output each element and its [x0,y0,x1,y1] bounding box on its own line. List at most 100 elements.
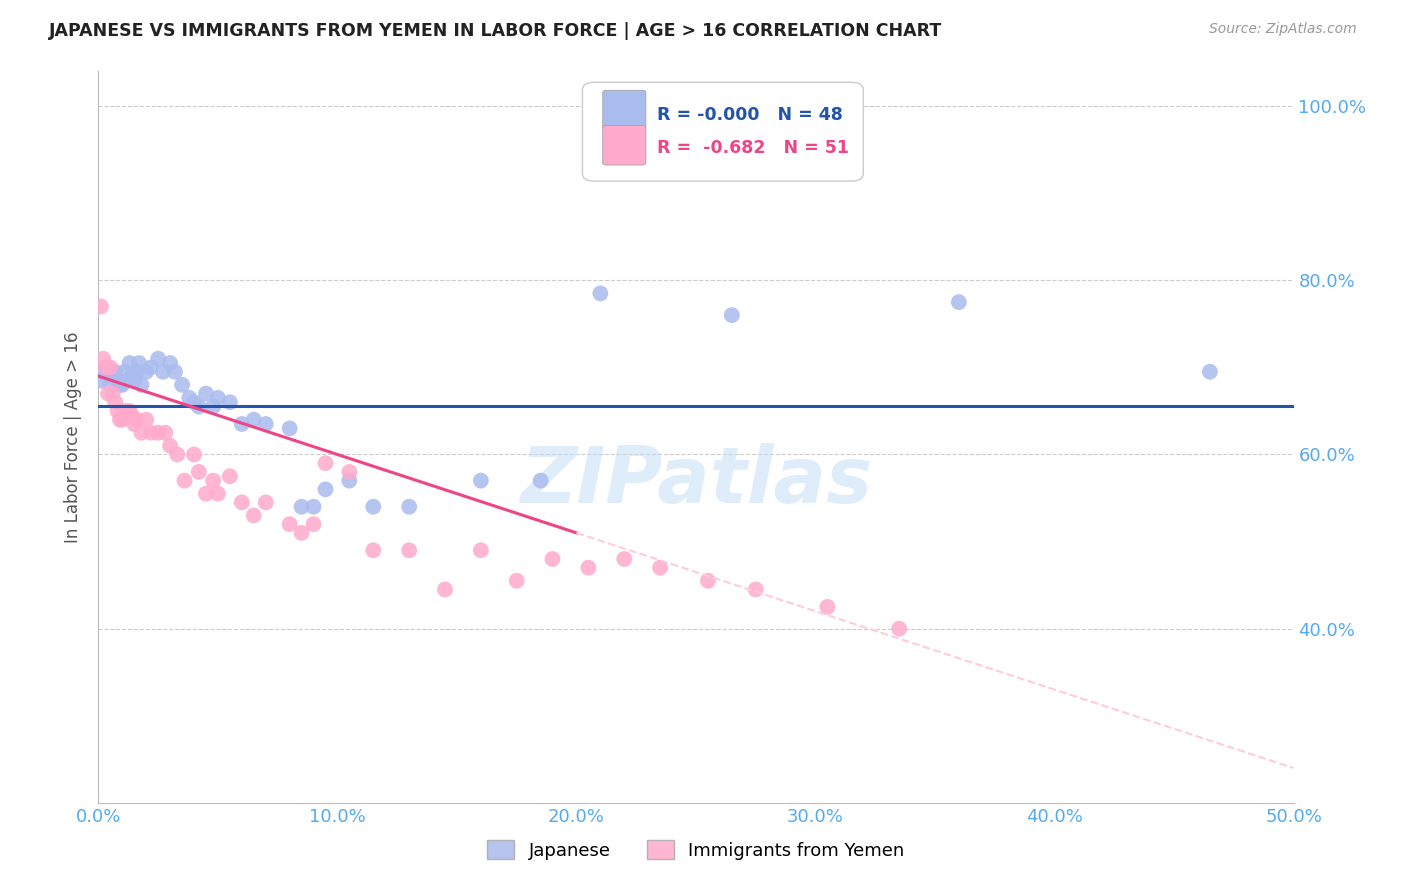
FancyBboxPatch shape [582,82,863,181]
Point [101,369,124,384]
Point [107,374,129,388]
Point [363,543,385,558]
Point [613,552,636,566]
Point [139,360,162,375]
Point [302,517,325,532]
Point [254,495,277,509]
Point [159,439,181,453]
Point [315,456,337,470]
Legend: Japanese, Immigrants from Yemen: Japanese, Immigrants from Yemen [479,833,912,867]
Point [219,469,242,483]
Point [114,365,136,379]
Point [470,474,492,488]
Point [90,374,112,388]
Point [115,374,138,388]
Point [278,517,301,532]
Point [111,412,134,426]
Point [163,365,186,379]
Point [101,386,124,401]
Point [148,351,170,366]
Point [104,395,127,409]
Point [94,360,117,375]
Point [195,386,218,401]
Point [470,543,492,558]
Point [152,365,174,379]
Point [315,483,337,497]
Point [108,412,131,426]
Point [398,500,420,514]
FancyBboxPatch shape [603,90,645,130]
Text: ZIPatlas: ZIPatlas [520,443,872,519]
Point [98,377,122,392]
Point [339,474,361,488]
Point [363,500,385,514]
Point [745,582,768,597]
Point [115,409,138,423]
Point [243,508,266,523]
Point [697,574,720,588]
Point [889,622,911,636]
Point [90,300,112,314]
Point [302,500,325,514]
Point [187,465,209,479]
Point [155,425,177,440]
Point [278,421,301,435]
Point [131,377,153,392]
Point [948,295,970,310]
Point [195,486,218,500]
Point [434,582,457,597]
Point [231,417,253,431]
Point [97,365,120,379]
Point [578,560,600,574]
Point [291,525,314,540]
Point [97,386,120,401]
Point [219,395,242,409]
Point [98,360,122,375]
Point [94,360,117,375]
Point [398,543,420,558]
Point [125,412,148,426]
Point [108,377,131,392]
Point [135,412,157,426]
Point [541,552,564,566]
Point [530,474,553,488]
Point [148,425,170,440]
Point [121,409,143,423]
Point [254,417,277,431]
Text: JAPANESE VS IMMIGRANTS FROM YEMEN IN LABOR FORCE | AGE > 16 CORRELATION CHART: JAPANESE VS IMMIGRANTS FROM YEMEN IN LAB… [49,22,942,40]
Point [231,495,253,509]
Point [173,474,195,488]
Point [648,560,672,574]
Point [118,356,141,370]
Point [243,412,266,426]
Point [183,448,205,462]
Point [815,599,838,614]
FancyBboxPatch shape [603,126,645,165]
Point [91,365,114,379]
Point [183,395,205,409]
Point [159,356,181,370]
Point [139,425,162,440]
Point [1199,365,1222,379]
Point [107,404,129,418]
Point [121,369,143,384]
Point [339,465,361,479]
Point [114,404,136,418]
Point [111,377,134,392]
Point [118,404,141,418]
Point [291,500,314,514]
Text: Source: ZipAtlas.com: Source: ZipAtlas.com [1209,22,1357,37]
Point [104,365,127,379]
Point [207,391,229,405]
Point [131,425,153,440]
Point [721,308,744,322]
Point [135,365,157,379]
Text: R =  -0.682   N = 51: R = -0.682 N = 51 [657,138,849,157]
Y-axis label: In Labor Force | Age > 16: In Labor Force | Age > 16 [65,331,83,543]
Text: R = -0.000   N = 48: R = -0.000 N = 48 [657,106,842,124]
Point [125,365,148,379]
Point [128,356,150,370]
Point [589,286,612,301]
Point [207,486,229,500]
Point [91,351,114,366]
